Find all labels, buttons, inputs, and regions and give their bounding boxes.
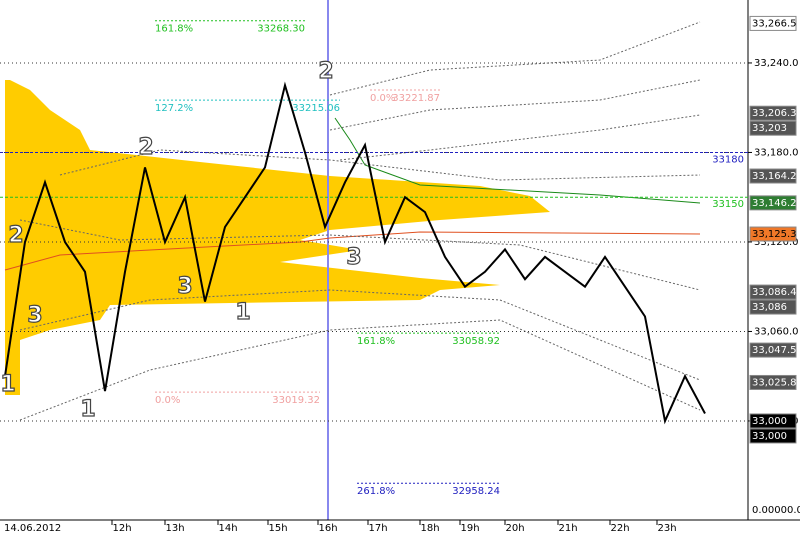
price-tag — [749, 168, 797, 184]
price-tag — [749, 299, 797, 315]
x-tick-label: 16h — [318, 523, 337, 534]
bottom-tag: 0.00000.0 — [752, 505, 800, 516]
wave-label: 1 — [235, 300, 250, 325]
wave-label: 3 — [346, 245, 361, 270]
fib-price: 33019.32 — [272, 395, 320, 406]
fib-pct: 161.8% — [155, 24, 193, 35]
wave-label: 3 — [177, 274, 192, 299]
fib-pct: 0.0% — [370, 93, 395, 104]
price-tag-label: 33,203 — [752, 123, 787, 134]
price-tag-label: 33,047.5 — [752, 345, 797, 356]
x-tick-label: 22h — [610, 523, 629, 534]
wave-label: 1 — [0, 372, 15, 397]
price-tag — [749, 342, 797, 358]
wave-label: 2 — [318, 59, 333, 84]
level-label: 33150 — [712, 199, 744, 210]
band — [19, 219, 701, 291]
fib-pct: 161.8% — [357, 336, 395, 347]
price-tag — [749, 413, 797, 429]
wave-label: 2 — [8, 223, 23, 248]
volume-profile — [5, 80, 550, 395]
fib-pct: 261.8% — [357, 486, 395, 497]
y-tick-label: 33,180.0 — [754, 147, 799, 158]
price-tag — [749, 195, 797, 211]
y-tick-label: 33,060.0 — [754, 326, 799, 337]
date-label: 14.06.2012 — [4, 523, 61, 534]
wave-label: 3 — [27, 303, 42, 328]
x-tick-label: 23h — [657, 523, 676, 534]
price-tag-label: 33,206.3 — [752, 108, 797, 119]
y-tick-label: 33,240.0 — [754, 58, 799, 69]
price-tag-label: 33,000 — [752, 431, 787, 442]
wave-label: 1 — [80, 397, 95, 422]
price-tag-label: 33,164.2 — [752, 171, 797, 182]
price-tag — [749, 105, 797, 121]
price-tag-label: 33,086 — [752, 302, 787, 313]
price-tag — [749, 120, 797, 136]
price-tag-label: 33,025.8 — [752, 377, 797, 388]
x-tick-label: 18h — [420, 523, 439, 534]
y-tick-label: 33,120.0 — [754, 237, 799, 248]
price-tag-label: 33,266.5 — [752, 18, 797, 29]
x-tick-label: 15h — [268, 523, 287, 534]
fib-price: 32958.24 — [452, 486, 500, 497]
price-tag-label: 33,125.3 — [752, 229, 797, 240]
x-tick-label: 17h — [368, 523, 387, 534]
price-tag-label: 33,086.4 — [752, 287, 797, 298]
price-tag — [749, 428, 797, 444]
price-tag — [749, 226, 797, 242]
price-tag-label: 33,146.2 — [752, 198, 797, 209]
fib-price: 33215.06 — [292, 103, 340, 114]
band — [339, 114, 701, 161]
level-label: 33180 — [712, 154, 744, 165]
fib-pct: 127.2% — [155, 103, 193, 114]
x-tick-label: 19h — [460, 523, 479, 534]
wave-label: 2 — [138, 135, 153, 160]
band — [329, 21, 701, 96]
band — [19, 289, 701, 381]
fib-price: 33221.87 — [392, 93, 440, 104]
price-tag — [749, 374, 797, 390]
x-tick-label: 20h — [505, 523, 524, 534]
x-tick-label: 12h — [112, 523, 131, 534]
price-tag — [749, 15, 797, 31]
moving-average — [334, 117, 701, 204]
x-tick-label: 13h — [165, 523, 184, 534]
fib-price: 33268.30 — [257, 24, 305, 35]
price-tag — [749, 284, 797, 300]
x-tick-label: 14h — [218, 523, 237, 534]
fib-pct: 0.0% — [155, 395, 180, 406]
band — [59, 149, 701, 181]
price-axis — [748, 0, 800, 534]
price-tag-label: 33,000 — [752, 416, 787, 427]
price-line — [4, 81, 706, 425]
fib-price: 33058.92 — [452, 336, 500, 347]
x-tick-label: 21h — [558, 523, 577, 534]
